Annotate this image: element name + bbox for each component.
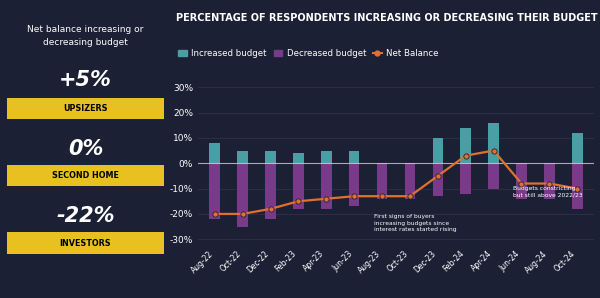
Bar bbox=[433, 138, 443, 163]
Text: +5%: +5% bbox=[59, 70, 112, 91]
Bar bbox=[544, 163, 554, 199]
Text: 0%: 0% bbox=[68, 139, 103, 159]
Bar bbox=[321, 150, 332, 163]
Bar bbox=[572, 163, 583, 209]
Text: INVESTORS: INVESTORS bbox=[59, 239, 112, 248]
Text: SECOND HOME: SECOND HOME bbox=[52, 171, 119, 180]
Bar bbox=[516, 163, 527, 199]
FancyBboxPatch shape bbox=[7, 232, 164, 254]
Text: -22%: -22% bbox=[56, 206, 115, 226]
Bar bbox=[209, 163, 220, 219]
Bar bbox=[488, 123, 499, 163]
Bar bbox=[572, 133, 583, 163]
Bar bbox=[460, 128, 471, 163]
Text: First signs of buyers
increasing budgets since
interest rates started rising: First signs of buyers increasing budgets… bbox=[374, 214, 457, 232]
Bar bbox=[460, 163, 471, 194]
Bar bbox=[238, 163, 248, 226]
Bar bbox=[321, 163, 332, 209]
Bar bbox=[349, 163, 359, 206]
Bar bbox=[377, 163, 388, 199]
Bar bbox=[209, 143, 220, 163]
Text: Net balance increasing or
decreasing budget: Net balance increasing or decreasing bud… bbox=[28, 25, 143, 46]
Bar bbox=[265, 150, 276, 163]
Bar bbox=[488, 163, 499, 189]
Bar bbox=[293, 153, 304, 163]
Bar bbox=[293, 163, 304, 209]
Bar bbox=[265, 163, 276, 219]
Text: PERCENTAGE OF RESPONDENTS INCREASING OR DECREASING THEIR BUDGET: PERCENTAGE OF RESPONDENTS INCREASING OR … bbox=[176, 13, 598, 23]
Legend: Increased budget, Decreased budget, Net Balance: Increased budget, Decreased budget, Net … bbox=[178, 49, 439, 58]
Text: Budgets constricting
but still above 2022/23: Budgets constricting but still above 202… bbox=[513, 186, 583, 198]
Text: UPSIZERS: UPSIZERS bbox=[63, 104, 108, 113]
Bar bbox=[349, 150, 359, 163]
FancyBboxPatch shape bbox=[7, 98, 164, 119]
Bar bbox=[238, 150, 248, 163]
Bar bbox=[433, 163, 443, 196]
Bar bbox=[404, 163, 415, 199]
FancyBboxPatch shape bbox=[7, 165, 164, 186]
